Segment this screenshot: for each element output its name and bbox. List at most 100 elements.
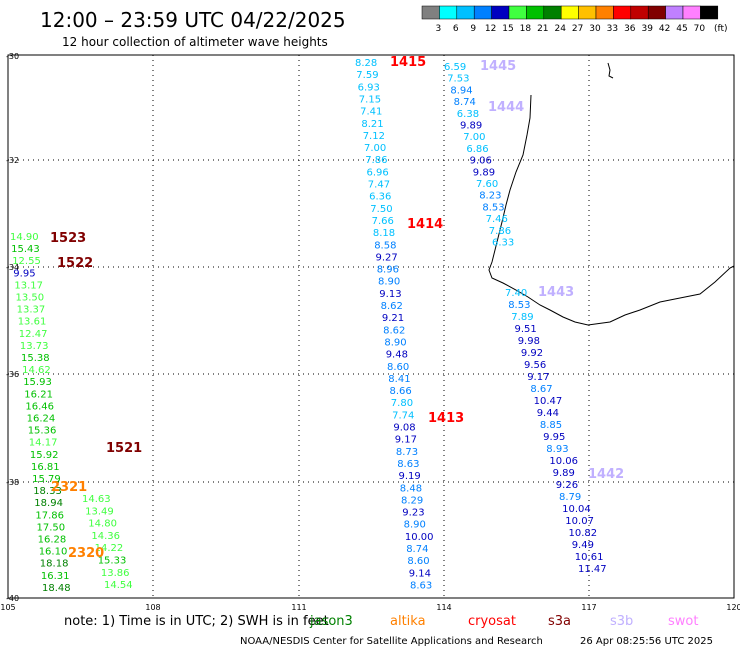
wave-height-reading: 8.53 <box>482 202 504 213</box>
wave-height-reading: 8.53 <box>508 300 530 311</box>
wave-height-reading: 16.21 <box>24 389 53 400</box>
island <box>607 62 614 79</box>
legend-swatch <box>456 5 475 20</box>
pass-label-1413: 1413 <box>428 411 464 426</box>
legend-tick-label: 3 <box>436 24 442 34</box>
wave-height-reading: 10.06 <box>549 456 578 467</box>
wave-height-reading: 14.17 <box>29 438 58 449</box>
wave-height-reading: 15.36 <box>28 426 57 437</box>
wave-height-reading: 9.17 <box>395 435 417 446</box>
wave-height-reading: 8.60 <box>407 556 429 567</box>
wave-height-reading: 9.89 <box>473 167 495 178</box>
wave-height-reading: 9.92 <box>521 348 543 359</box>
pass-label-2320: 2320 <box>68 546 104 561</box>
wave-height-reading: 9.98 <box>518 336 540 347</box>
wave-height-reading: 8.93 <box>546 444 568 455</box>
wave-height-reading: 10.04 <box>562 504 591 515</box>
pass-label-1445: 1445 <box>480 59 516 74</box>
pass-label-2321: 2321 <box>51 480 87 495</box>
wave-height-reading: 6.86 <box>466 144 488 155</box>
wave-height-reading: 9.49 <box>572 540 594 551</box>
wave-height-reading: 8.85 <box>540 420 562 431</box>
latitude-labels: -30 -32 -34 -36 -38 -40 <box>6 52 19 603</box>
wave-height-reading: 8.48 <box>400 483 422 494</box>
satellite-s3b: s3b <box>610 614 633 629</box>
legend-tick-label: 39 <box>641 24 653 34</box>
wave-height-reading: 7.47 <box>368 180 390 191</box>
wave-height-reading: 9.21 <box>382 313 404 324</box>
footer-credit: NOAA/NESDIS Center for Satellite Applica… <box>240 636 543 647</box>
wave-height-reading: 7.00 <box>364 143 386 154</box>
legend-swatch <box>473 5 492 20</box>
wave-height-reading: 8.41 <box>388 374 410 385</box>
wave-height-reading: 15.92 <box>30 450 59 461</box>
color-legend: 3 6 9 12 15 18 21 24 27 30 33 36 39 42 45 70 <box>421 5 719 34</box>
legend-swatch <box>613 5 632 20</box>
wave-height-reading: 13.49 <box>85 506 114 517</box>
wave-height-reading: 16.31 <box>41 571 70 582</box>
legend-tick-label: 36 <box>624 24 636 34</box>
wave-height-reading: 15.33 <box>98 556 127 567</box>
wave-height-reading: 8.62 <box>383 325 405 336</box>
legend-tick-label: 24 <box>554 24 566 34</box>
wave-height-reading: 16.81 <box>31 462 60 473</box>
wave-height-reading: 9.17 <box>527 372 549 383</box>
legend-swatch <box>491 5 510 20</box>
wave-height-reading: 7.00 <box>463 132 485 143</box>
wave-height-reading: 10.82 <box>569 528 598 539</box>
legend-swatch <box>421 5 440 20</box>
wave-height-reading: 6.33 <box>492 238 514 249</box>
lat-label-34: -34 <box>6 263 19 272</box>
wave-height-reading: 18.33 <box>33 486 62 497</box>
plot-frame <box>7 54 735 599</box>
legend-tick-label: 21 <box>537 24 548 34</box>
wave-height-reading: 8.90 <box>404 520 426 531</box>
wave-height-reading: 16.24 <box>27 414 56 425</box>
wave-height-reading: 8.29 <box>401 495 423 506</box>
wave-readings: 8.287.596.937.157.418.217.127.007.866.96… <box>10 58 607 594</box>
wave-height-reading: 12.55 <box>12 256 41 267</box>
wave-height-reading: 18.48 <box>42 583 71 594</box>
pass-label-1414: 1414 <box>407 217 443 232</box>
wave-height-reading: 13.50 <box>16 293 45 304</box>
pass-label-1522: 1522 <box>57 256 93 271</box>
wave-height-reading: 8.67 <box>530 384 552 395</box>
wave-height-reading: 7.60 <box>476 179 498 190</box>
legend-swatch <box>665 5 684 20</box>
wave-height-reading: 7.40 <box>505 288 527 299</box>
wave-height-reading: 6.59 <box>444 62 466 73</box>
wave-height-reading: 9.27 <box>376 252 398 263</box>
wave-height-reading: 9.13 <box>379 289 401 300</box>
legend-swatch <box>647 5 666 20</box>
wave-height-reading: 9.06 <box>470 156 492 167</box>
wave-height-reading: 7.15 <box>359 95 381 106</box>
wave-height-reading: 9.89 <box>460 121 482 132</box>
wave-height-reading: 10.07 <box>565 516 594 527</box>
legend-swatch <box>700 5 719 20</box>
wave-height-reading: 9.95 <box>13 268 35 279</box>
legend-tick-label: 30 <box>589 24 601 34</box>
wave-height-reading: 17.86 <box>35 510 64 521</box>
legend-swatch <box>526 5 545 20</box>
lat-label-30: -30 <box>6 52 19 61</box>
pass-label-1521: 1521 <box>106 441 142 456</box>
legend-swatch <box>560 5 579 20</box>
legend-tick-label: 27 <box>572 24 583 34</box>
map-subtitle: 12 hour collection of altimeter wave hei… <box>62 35 328 49</box>
legend-tick-label: 42 <box>659 24 670 34</box>
wave-height-reading: 7.59 <box>356 70 378 81</box>
wave-height-reading: 8.74 <box>454 97 476 108</box>
wave-height-reading: 16.28 <box>38 535 67 546</box>
wave-height-reading: 8.62 <box>381 301 403 312</box>
wave-height-reading: 8.96 <box>377 265 399 276</box>
wave-height-reading: 8.90 <box>384 337 406 348</box>
legend-swatch <box>439 5 458 20</box>
wave-height-reading: 7.41 <box>360 107 382 118</box>
wave-height-reading: 14.36 <box>91 531 120 542</box>
legend-tick-label: 9 <box>470 24 476 34</box>
pass-label-1444: 1444 <box>488 100 524 115</box>
wave-height-reading: 14.80 <box>88 519 117 530</box>
wave-height-reading: 8.90 <box>378 277 400 288</box>
pass-labels: 1415 1445 1444 1414 1443 1413 1442 1523 … <box>50 55 624 561</box>
